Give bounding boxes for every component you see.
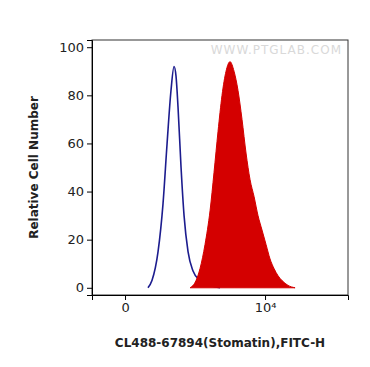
y-tick-mark [87, 192, 92, 193]
y-tick: 80 [67, 88, 92, 103]
y-tick: 60 [67, 136, 92, 151]
y-tick: 40 [67, 184, 92, 199]
x-tick-label: 0 [121, 300, 129, 315]
y-tick-mark [87, 143, 92, 144]
y-axis: 0 20 40 60 80 100 [59, 40, 92, 296]
y-tick-label: 40 [67, 184, 84, 199]
y-axis-title: Relative Cell Number [27, 96, 41, 239]
plot-area [148, 62, 295, 288]
watermark: WWW.PTGLAB.COM [211, 43, 342, 57]
area [190, 62, 295, 288]
y-tick-label: 80 [67, 88, 84, 103]
y-tick-label: 20 [67, 232, 84, 247]
x-tick-label: 10⁴ [255, 300, 277, 315]
y-tick-mark [87, 47, 92, 48]
y-tick: 20 [67, 232, 92, 247]
y-tick-mark [87, 288, 92, 289]
y-tick-label: 60 [67, 136, 84, 151]
x-axis: 0 10⁴ [93, 295, 349, 315]
y-tick-label: 0 [76, 280, 84, 295]
x-axis-line [93, 296, 349, 301]
y-axis-line [87, 41, 93, 296]
x-axis-title: CL488-67894(Stomatin),FITC-H [115, 336, 325, 350]
y-tick-label: 100 [59, 40, 84, 55]
y-tick-mark [87, 95, 92, 96]
y-tick-mark [87, 240, 92, 241]
x-tick: 10⁴ [255, 295, 277, 315]
y-tick: 100 [59, 40, 92, 55]
x-tick: 0 [121, 295, 129, 315]
chart: WWW.PTGLAB.COM 0 20 40 60 80 100 0 10⁴ CL488-6789… [0, 0, 370, 367]
plot-frame [92, 40, 348, 295]
y-tick: 0 [76, 280, 92, 295]
